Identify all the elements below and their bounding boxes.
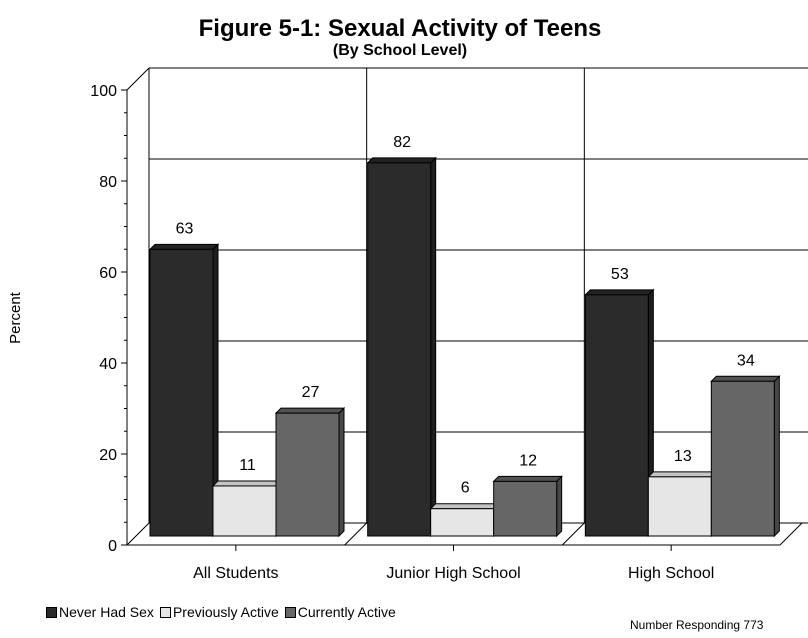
y-tick-label-20: 20 — [99, 447, 117, 464]
data-label-junior-high-school-currently-active: 12 — [519, 452, 537, 469]
bar-all-students-currently-active-side — [338, 406, 345, 538]
chart-subtitle: (By School Level) — [333, 42, 467, 59]
x-tick-label-high-school: High School — [628, 565, 714, 582]
legend-item-previously-active: Previously Active — [159, 604, 279, 620]
bar-high-school-never-had-sex-top — [584, 289, 655, 296]
respondent-count-note: Number Responding 773 — [630, 618, 764, 632]
side-wall-top — [126, 67, 150, 91]
bar-high-school-currently-active-side — [773, 375, 780, 538]
floor-divider-0 — [126, 522, 150, 546]
data-label-all-students-never-had-sex: 63 — [176, 220, 194, 237]
y-tick-label-0: 0 — [108, 538, 117, 555]
bar-all-students-currently-active — [275, 412, 340, 537]
y-tick-label-60: 60 — [99, 265, 117, 282]
legend-swatch-currently-active — [284, 606, 296, 618]
y-tick-label-100: 100 — [90, 83, 117, 100]
legend-item-currently-active: Currently Active — [284, 604, 396, 620]
bar-all-students-currently-active-top — [274, 407, 346, 414]
legend-swatch-previously-active — [159, 606, 171, 618]
bar-junior-high-school-never-had-sex-top — [366, 157, 437, 164]
bar-junior-high-school-never-had-sex-side — [430, 156, 437, 538]
x-tick-label-junior-high-school: Junior High School — [386, 565, 520, 582]
x-tick-label-all-students: All Students — [193, 565, 278, 582]
floor-divider-3 — [779, 522, 803, 546]
floor-divider-2 — [561, 522, 585, 546]
bar-junior-high-school-never-had-sex — [367, 162, 432, 537]
bar-all-students-previously-active-top — [211, 480, 283, 487]
legend-swatch-never-had-sex — [46, 606, 57, 618]
legend-label-never-had-sex: Never Had Sex — [59, 604, 154, 620]
legend: Never Had Sex Previously Active Currentl… — [46, 604, 402, 620]
legend-label-currently-active: Currently Active — [297, 604, 396, 620]
data-label-high-school-never-had-sex: 53 — [611, 266, 629, 283]
bar-junior-high-school-currently-active — [493, 480, 558, 537]
data-label-junior-high-school-previously-active: 6 — [461, 480, 470, 497]
bar-all-students-previously-active — [212, 485, 277, 537]
y-tick-label-80: 80 — [99, 174, 117, 191]
bar-all-students-never-had-sex-top — [148, 243, 220, 250]
data-label-all-students-currently-active: 27 — [302, 384, 320, 401]
bar-junior-high-school-currently-active-top — [492, 475, 563, 482]
data-label-junior-high-school-never-had-sex: 82 — [393, 134, 411, 151]
legend-label-previously-active: Previously Active — [172, 604, 279, 620]
bar-high-school-previously-active-top — [647, 471, 718, 478]
bar-high-school-previously-active — [647, 476, 712, 537]
legend-item-never-had-sex: Never Had Sex — [46, 604, 154, 620]
bar-junior-high-school-previously-active-top — [429, 503, 500, 510]
data-label-high-school-currently-active: 34 — [737, 352, 755, 369]
bar-junior-high-school-currently-active-side — [556, 475, 563, 538]
y-axis-label: Percent — [7, 291, 24, 344]
bar-all-students-never-had-sex — [149, 248, 214, 537]
floor-divider-1 — [344, 522, 368, 546]
data-label-high-school-previously-active: 13 — [674, 448, 692, 465]
bar-junior-high-school-previously-active — [430, 508, 495, 537]
y-tick-label-40: 40 — [99, 356, 117, 373]
bar-high-school-currently-active-top — [710, 375, 781, 382]
data-label-all-students-previously-active: 11 — [239, 457, 256, 474]
chart-title: Figure 5-1: Sexual Activity of Teens — [199, 15, 602, 42]
bar-high-school-never-had-sex — [584, 294, 649, 537]
bar-high-school-currently-active — [710, 380, 775, 537]
